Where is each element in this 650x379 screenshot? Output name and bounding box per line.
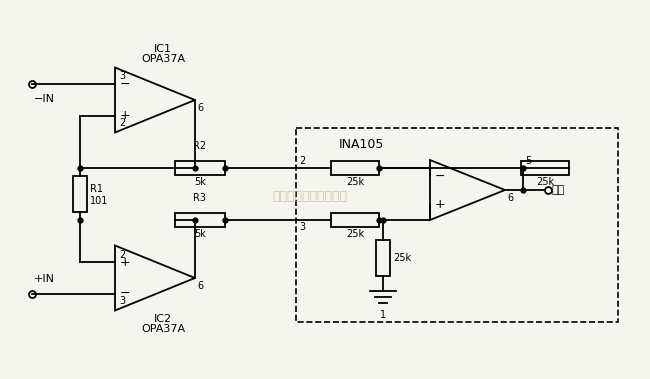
Text: IC1: IC1 <box>154 44 172 53</box>
Text: 5k: 5k <box>194 177 206 187</box>
Text: −IN: −IN <box>34 94 55 104</box>
Bar <box>331 161 379 175</box>
Text: −: − <box>435 169 445 183</box>
Text: −: − <box>120 78 130 91</box>
Text: 3: 3 <box>119 71 125 81</box>
Text: +: + <box>120 256 130 269</box>
Text: +: + <box>120 109 130 122</box>
Text: 输出: 输出 <box>552 185 566 195</box>
Text: 25k: 25k <box>536 177 554 187</box>
Text: 25k: 25k <box>346 229 364 239</box>
Text: 5: 5 <box>525 156 531 166</box>
Text: R2: R2 <box>194 141 207 151</box>
Text: OPA37A: OPA37A <box>141 53 185 64</box>
Text: R1: R1 <box>90 184 103 194</box>
Text: −: − <box>120 287 130 300</box>
Bar <box>73 176 87 212</box>
Text: 1: 1 <box>380 310 386 320</box>
Text: 2: 2 <box>119 118 125 128</box>
Text: +IN: +IN <box>34 274 55 284</box>
Text: R3: R3 <box>194 193 207 203</box>
Text: 2: 2 <box>299 156 305 166</box>
Bar <box>331 213 379 227</box>
Text: 101: 101 <box>90 196 109 206</box>
Text: 5k: 5k <box>194 229 206 239</box>
Text: +: + <box>435 197 445 210</box>
Text: IC2: IC2 <box>154 315 172 324</box>
Text: INA105: INA105 <box>338 138 384 150</box>
Text: 6: 6 <box>197 103 203 113</box>
Bar <box>521 161 569 175</box>
Bar <box>175 213 225 227</box>
Text: 6: 6 <box>507 193 513 203</box>
Bar <box>376 240 390 276</box>
Text: 2: 2 <box>119 250 125 260</box>
Text: 3: 3 <box>119 296 125 306</box>
Bar <box>296 128 618 322</box>
Bar <box>175 161 225 175</box>
Text: 25k: 25k <box>346 177 364 187</box>
Text: OPA37A: OPA37A <box>141 324 185 335</box>
Text: 杭州将睿科技有限公司: 杭州将睿科技有限公司 <box>272 191 348 204</box>
Text: 3: 3 <box>299 222 305 232</box>
Text: 6: 6 <box>197 281 203 291</box>
Text: 25k: 25k <box>393 253 411 263</box>
